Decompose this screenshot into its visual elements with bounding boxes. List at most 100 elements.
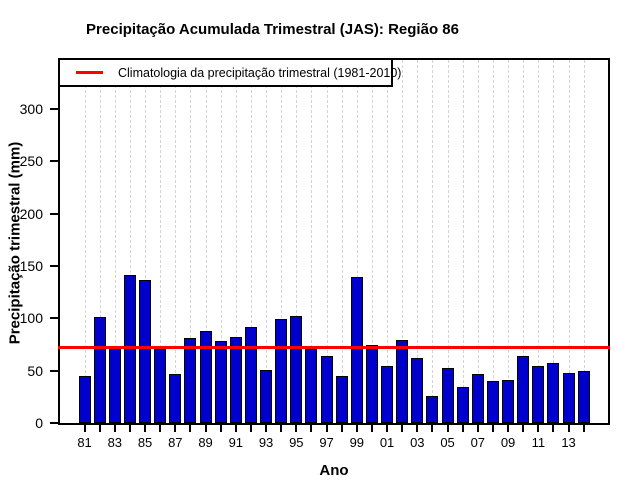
y-tick — [50, 317, 58, 320]
gridline — [266, 60, 268, 423]
x-axis-label: Ano — [319, 462, 349, 479]
bar-slot — [304, 60, 319, 432]
gridline — [190, 60, 192, 423]
gridline — [129, 60, 131, 423]
bar — [441, 367, 454, 423]
x-tick — [325, 425, 328, 432]
x-tick-label: 93 — [258, 435, 274, 450]
x-tick — [204, 425, 207, 432]
bar-slot: 05 — [440, 60, 455, 450]
gridline — [250, 60, 252, 423]
gridline — [477, 60, 479, 423]
legend-line-icon — [76, 71, 103, 74]
bar-slot — [183, 60, 198, 432]
bar — [365, 344, 378, 423]
y-tick-label: 250 — [19, 153, 43, 170]
x-tick — [567, 425, 570, 432]
x-tick-label: 11 — [531, 435, 546, 450]
gridline — [160, 60, 162, 423]
bar — [139, 279, 152, 423]
y-tick — [50, 212, 58, 215]
bar — [517, 356, 530, 423]
bar-slot: 91 — [228, 60, 243, 450]
x-tick — [128, 425, 131, 432]
bar-slot — [153, 60, 168, 432]
x-tick — [159, 425, 162, 432]
x-tick — [386, 425, 389, 432]
y-tick — [50, 108, 58, 111]
x-tick-label: 89 — [198, 435, 213, 450]
bar-slot: 93 — [259, 60, 274, 450]
x-tick — [189, 425, 192, 432]
y-tick — [50, 369, 58, 372]
bar-slot: 89 — [198, 60, 213, 450]
x-tick — [461, 425, 464, 432]
x-tick-label: 87 — [168, 435, 183, 450]
gridline — [417, 60, 419, 423]
bar-slot — [395, 60, 410, 432]
gridline — [508, 60, 510, 423]
gridline — [220, 60, 222, 423]
y-tick-label: 150 — [19, 258, 43, 275]
bar-slot: 13 — [561, 60, 576, 450]
y-tick — [50, 265, 58, 268]
bar — [275, 319, 288, 423]
bar-slot — [576, 60, 591, 432]
bar-slot: 09 — [501, 60, 516, 450]
bars-container: 81 83 85 87 89 91 93 95 97 99 01 03 05 07 09 11 13 — [60, 60, 608, 450]
gridline — [99, 60, 101, 423]
legend-label: Climatologia da precipitação trimestral … — [118, 65, 402, 80]
bar-slot — [546, 60, 561, 432]
x-tick — [416, 425, 419, 432]
x-tick — [219, 425, 222, 432]
gridline — [402, 60, 404, 423]
x-tick — [310, 425, 313, 432]
x-tick — [507, 425, 510, 432]
x-tick — [295, 425, 298, 432]
x-tick-label: 85 — [137, 435, 153, 450]
gridline — [205, 60, 207, 423]
bar-slot: 95 — [289, 60, 304, 450]
x-tick-label: 91 — [228, 435, 244, 450]
chart-title: Precipitação Acumulada Trimestral (JAS):… — [86, 21, 459, 38]
x-tick-label: 99 — [349, 435, 365, 450]
bar — [229, 337, 242, 423]
bar-slot — [455, 60, 470, 432]
gridline — [145, 60, 147, 423]
bar — [456, 387, 469, 423]
y-tick-label: 200 — [19, 205, 43, 222]
bar — [214, 341, 227, 423]
bar — [290, 316, 303, 423]
x-tick — [174, 425, 177, 432]
bar — [426, 395, 439, 423]
bar — [532, 365, 545, 423]
x-tick — [234, 425, 237, 432]
gridline — [235, 60, 237, 423]
gridline — [523, 60, 525, 423]
bar-slot — [92, 60, 107, 432]
bar-slot: 99 — [349, 60, 364, 450]
gridline — [356, 60, 358, 423]
x-tick — [401, 425, 404, 432]
climatology-line — [58, 345, 610, 349]
gridline — [341, 60, 343, 423]
bar-slot — [425, 60, 440, 432]
x-tick — [552, 425, 555, 432]
x-tick — [249, 425, 252, 432]
plot-area: 0 50 100 150 200 250 300 81 83 85 87 89 91 93 95 97 99 0… — [20, 58, 610, 450]
gridline — [84, 60, 86, 423]
gridline — [583, 60, 585, 423]
bar — [471, 373, 484, 423]
x-tick — [446, 425, 449, 432]
bar — [411, 358, 424, 423]
x-tick-label: 05 — [440, 435, 455, 450]
gridline — [538, 60, 540, 423]
x-tick — [83, 425, 86, 432]
bar-slot: 03 — [410, 60, 425, 450]
y-tick — [50, 160, 58, 163]
bar-slot — [516, 60, 531, 432]
bar-slot: 87 — [168, 60, 183, 450]
x-tick — [340, 425, 343, 432]
x-tick — [280, 425, 283, 432]
x-tick — [431, 425, 434, 432]
